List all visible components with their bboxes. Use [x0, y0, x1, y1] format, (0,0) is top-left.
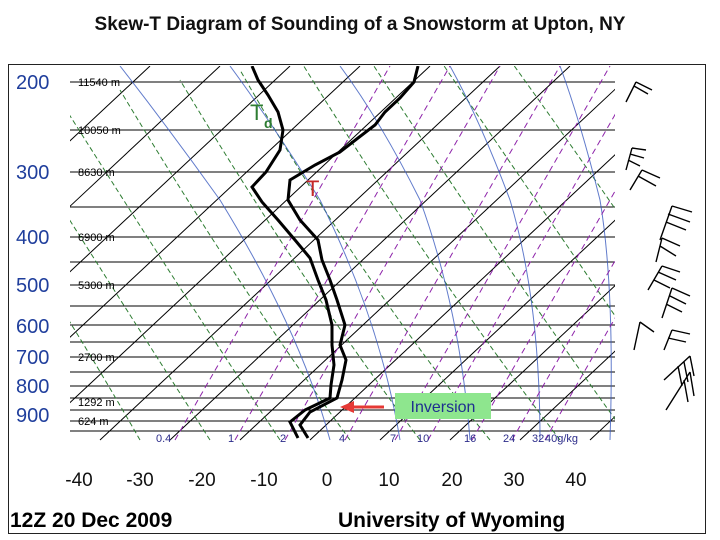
mixing-ratio-label: 10: [417, 433, 429, 445]
mixing-ratio-label: 7: [390, 433, 396, 445]
temperature-tick-label: 20: [441, 470, 462, 491]
inversion-label: Inversion: [411, 399, 476, 416]
temperature-tick-label: 0: [322, 470, 333, 491]
temperature-tick-label: -40: [65, 470, 92, 491]
background-grid: [0, 60, 720, 440]
wind-barb-icon: [664, 330, 690, 350]
wind-barb-icon: [634, 322, 654, 350]
height-label: 6900 m: [78, 232, 115, 244]
footer-source: University of Wyoming: [338, 509, 565, 532]
mixing-ratio-label: 24: [503, 433, 515, 445]
pressure-label: 700: [16, 347, 49, 369]
mixing-ratio-labels: 0.4 1 2 4 7 10 16 24 32 40g/kg: [156, 433, 578, 445]
height-label: 8630 m: [78, 167, 115, 179]
pressure-label: 600: [16, 316, 49, 338]
temperature-tick-label: 40: [565, 470, 586, 491]
inversion-arrow-head: [340, 401, 354, 413]
height-label: 1292 m: [78, 397, 115, 409]
wind-barb-icon: [626, 148, 646, 170]
footer-time: 12Z 20 Dec 2009: [10, 509, 172, 532]
temperature-tick-label: -10: [250, 470, 277, 491]
mixing-ratio-label: 16: [464, 433, 476, 445]
wind-barb-icon: [648, 266, 680, 290]
pressure-label: 200: [16, 72, 49, 94]
wind-barbs: [626, 82, 694, 410]
mixing-ratio-label: 40g/kg: [545, 433, 578, 445]
temperature-tick-label: -20: [188, 470, 215, 491]
mixing-ratio-label: 4: [339, 433, 345, 445]
wind-barb-icon: [664, 356, 694, 386]
wind-barb-icon: [656, 238, 680, 262]
pressure-label: 900: [16, 405, 49, 427]
wind-barb-icon: [660, 206, 692, 240]
temperature-label: T: [306, 176, 319, 201]
height-label: 11540 m: [78, 77, 120, 89]
temperature-profile: [288, 66, 418, 438]
temperature-axis: -40 -30 -20 -10 0 10 20 30 40: [65, 470, 586, 491]
temperature-tick-label: 10: [378, 470, 399, 491]
pressure-axis: 200 300 400 500 600 700 800 900: [16, 72, 49, 427]
pressure-label: 800: [16, 376, 49, 398]
pressure-label: 400: [16, 227, 49, 249]
temperature-tick-label: 30: [503, 470, 524, 491]
wind-barb-icon: [630, 170, 660, 190]
temperature-tick-label: -30: [126, 470, 153, 491]
mixing-ratio-label: 2: [280, 433, 286, 445]
pressure-label: 300: [16, 162, 49, 184]
wind-barb-icon: [662, 288, 690, 318]
mixing-ratio-label: 32: [532, 433, 544, 445]
height-label: 624 m: [78, 416, 109, 428]
inversion-annotation: Inversion: [340, 393, 491, 419]
height-label: 10050 m: [78, 125, 121, 137]
height-label: 2700 m: [78, 352, 115, 364]
mixing-ratio-label: 0.4: [156, 433, 171, 445]
dewpoint-label: T: [250, 100, 263, 125]
dewpoint-subscript: d: [264, 115, 273, 131]
pressure-label: 500: [16, 275, 49, 297]
mixing-ratio-label: 1: [228, 433, 234, 445]
height-label: 5300 m: [78, 280, 115, 292]
wind-barb-icon: [626, 82, 652, 102]
